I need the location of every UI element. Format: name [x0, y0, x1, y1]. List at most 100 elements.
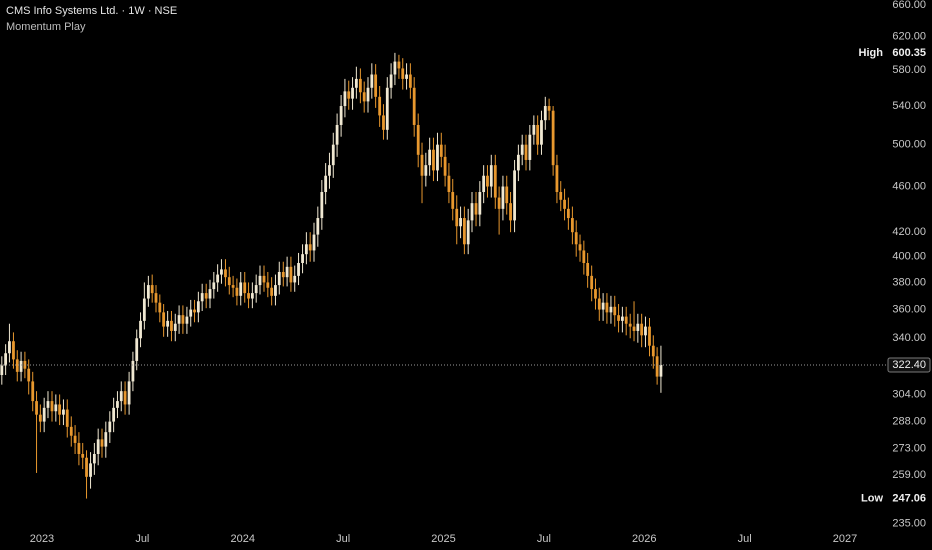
candle-body	[648, 326, 651, 346]
candle-body	[536, 124, 540, 145]
candle-body	[150, 285, 154, 294]
candle-body	[354, 78, 358, 88]
candle-body	[370, 74, 374, 88]
candle-body	[281, 271, 285, 278]
y-tick-label: 500.00	[892, 139, 926, 151]
candle-body	[27, 368, 31, 382]
candle-body	[397, 61, 401, 69]
candle-body	[540, 120, 543, 145]
candle-body	[50, 401, 54, 412]
y-tick-label: 235.00	[892, 518, 926, 530]
candle-body	[466, 220, 470, 245]
candle-body	[12, 341, 15, 360]
candle-body	[609, 306, 613, 313]
y-tick-label: 360.00	[892, 303, 926, 315]
low-label: Low	[861, 492, 883, 504]
candle-body	[146, 285, 150, 299]
candle-body	[243, 282, 247, 294]
candle-body	[339, 106, 343, 125]
candle-body	[139, 320, 142, 339]
y-tick-label: 259.00	[892, 469, 926, 481]
candle-body	[559, 192, 563, 200]
candle-body	[123, 391, 127, 405]
candle-body	[324, 175, 328, 193]
candle-body	[31, 381, 35, 402]
high-label: High	[859, 47, 884, 59]
y-tick-label: 304.00	[892, 388, 926, 400]
candle-body	[393, 61, 397, 75]
candle-body	[328, 165, 331, 176]
candle-body	[493, 165, 497, 198]
candle-body	[131, 360, 135, 382]
candle-body	[459, 218, 462, 227]
chart-subtitle: Momentum Play	[6, 21, 86, 33]
candle-body	[613, 306, 617, 316]
candle-body	[416, 124, 420, 155]
candle-body	[189, 309, 193, 317]
candle-body	[65, 409, 69, 427]
candle-body	[235, 287, 239, 296]
y-tick-label: 288.00	[892, 416, 926, 428]
candle-body	[443, 156, 447, 176]
y-tick-label: 540.00	[892, 100, 926, 112]
candle-body	[543, 106, 547, 121]
candle-body	[640, 323, 644, 336]
candle-body	[620, 316, 624, 321]
candle-body	[208, 289, 212, 299]
last-price-label: 322.40	[892, 359, 926, 371]
y-tick-label: 660.00	[892, 0, 926, 11]
candle-body	[320, 192, 324, 219]
candle-body	[96, 439, 100, 454]
candle-body	[478, 192, 482, 215]
candle-body	[100, 439, 104, 447]
candle-body	[4, 353, 8, 366]
candle-body	[509, 203, 512, 221]
candle-body	[46, 401, 50, 408]
candle-body	[405, 74, 408, 79]
candle-body	[135, 338, 139, 361]
candle-body	[624, 316, 628, 324]
candle-body	[277, 271, 281, 286]
candle-body	[628, 323, 632, 327]
candle-body	[617, 315, 620, 321]
candle-body	[42, 407, 46, 422]
x-tick-label: 2025	[431, 533, 455, 545]
candle-body	[293, 275, 297, 283]
last-price-tag	[887, 357, 931, 373]
candle-body	[200, 293, 204, 302]
candle-body	[285, 266, 289, 278]
candle-body	[231, 285, 235, 288]
candle-body	[262, 275, 266, 283]
candle-body	[497, 197, 501, 209]
candle-body	[8, 341, 11, 354]
x-tick-label: Jul	[537, 533, 551, 545]
candle-body	[570, 218, 574, 233]
candle-body	[378, 96, 382, 116]
candle-body	[374, 74, 378, 97]
candle-body	[428, 149, 432, 166]
y-tick-label: 420.00	[892, 226, 926, 238]
candle-body	[432, 149, 435, 171]
candle-body	[38, 414, 42, 422]
y-tick-label: 460.00	[892, 180, 926, 192]
candle-body	[482, 175, 486, 193]
candle-body	[451, 192, 455, 209]
candle-body	[308, 244, 312, 251]
high-value: 600.35	[892, 47, 926, 59]
candle-body	[154, 293, 158, 303]
candle-body	[289, 266, 293, 283]
candle-body	[632, 326, 636, 331]
candle-body	[412, 87, 416, 125]
candle-body	[590, 275, 594, 290]
candle-body	[193, 309, 196, 313]
x-tick-label: Jul	[336, 533, 350, 545]
candle-body	[181, 315, 185, 324]
candle-body	[239, 282, 243, 296]
candle-body	[185, 316, 189, 324]
candle-body	[582, 250, 586, 263]
candle-body	[655, 356, 659, 377]
candle-body	[166, 320, 170, 327]
candle-body	[547, 106, 551, 111]
